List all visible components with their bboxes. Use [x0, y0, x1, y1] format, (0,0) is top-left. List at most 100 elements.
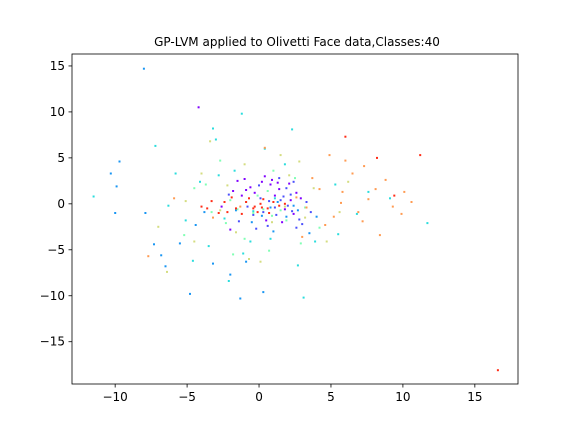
scatter-point — [339, 211, 341, 213]
scatter-point — [211, 211, 213, 213]
scatter-point — [379, 234, 381, 236]
scatter-point — [245, 261, 247, 263]
scatter-point — [257, 211, 259, 213]
y-tick-label: 15 — [50, 59, 65, 73]
scatter-point — [185, 200, 187, 202]
scatter-point — [173, 197, 175, 199]
scatter-point — [232, 253, 234, 255]
scatter-point — [219, 160, 221, 162]
scatter-point — [248, 197, 250, 199]
scatter-point — [93, 196, 95, 198]
scatter-point — [264, 147, 266, 149]
scatter-point — [392, 206, 394, 208]
scatter-point — [329, 154, 331, 156]
scatter-point — [274, 197, 276, 199]
scatter-point — [411, 201, 413, 203]
scatter-point — [357, 211, 359, 213]
scatter-point — [283, 196, 285, 198]
scatter-point — [249, 186, 251, 188]
scatter-point — [248, 258, 250, 260]
scatter-point — [235, 207, 237, 209]
scatter-point — [241, 195, 243, 197]
scatter-point — [116, 185, 118, 187]
scatter-point — [280, 209, 282, 211]
scatter-point — [226, 184, 228, 186]
scatter-point — [193, 241, 195, 243]
y-tick-label: 0 — [57, 197, 65, 211]
scatter-point — [244, 238, 246, 240]
scatter-point — [215, 139, 217, 141]
scatter-point — [119, 161, 121, 163]
scatter-point — [268, 250, 270, 252]
scatter-point — [291, 128, 293, 130]
scatter-point — [262, 291, 264, 293]
scatter-point — [218, 212, 220, 214]
scatter-point — [272, 170, 274, 172]
scatter-point — [211, 200, 213, 202]
scatter-point — [271, 221, 273, 223]
scatter-point — [239, 206, 241, 208]
scatter-point — [167, 205, 169, 207]
scatter-point — [258, 184, 260, 186]
scatter-point — [280, 154, 282, 156]
scatter-point — [235, 231, 237, 233]
scatter-point — [166, 271, 168, 273]
scatter-point — [244, 178, 246, 180]
scatter-point — [110, 173, 112, 175]
scatter-point — [143, 68, 145, 70]
scatter-point — [306, 201, 308, 203]
scatter-point — [324, 224, 326, 226]
x-tick-label: 15 — [467, 390, 482, 404]
scatter-point — [261, 207, 263, 209]
scatter-point — [278, 188, 280, 190]
scatter-point — [183, 234, 185, 236]
scatter-point — [393, 195, 395, 197]
scatter-point — [272, 230, 274, 232]
scatter-point — [297, 209, 299, 211]
scatter-point — [195, 224, 197, 226]
scatter-point — [252, 207, 254, 209]
scatter-point — [285, 187, 287, 189]
scatter-point — [288, 183, 290, 185]
scatter-point — [238, 220, 240, 222]
scatter-point — [426, 222, 428, 224]
scatter-point — [288, 174, 290, 176]
scatter-point — [362, 220, 364, 222]
scatter-point — [192, 260, 194, 262]
scatter-point — [295, 196, 297, 198]
scatter-point — [199, 181, 201, 183]
x-tick-label: 10 — [395, 390, 410, 404]
scatter-point — [212, 263, 214, 265]
scatter-point — [319, 227, 321, 229]
scatter-point — [229, 199, 231, 201]
y-tick-label: 10 — [50, 105, 65, 119]
scatter-point — [347, 181, 349, 183]
scatter-point — [242, 253, 244, 255]
scatter-point — [291, 210, 293, 212]
x-tick-label: 0 — [255, 390, 263, 404]
scatter-point — [295, 192, 297, 194]
scatter-point — [363, 165, 365, 167]
scatter-point — [271, 179, 273, 181]
scatter-point — [301, 223, 303, 225]
scatter-point — [285, 219, 287, 221]
scatter-point — [367, 198, 369, 200]
x-tick-label: −10 — [102, 390, 127, 404]
scatter-point — [401, 213, 403, 215]
scatter-point — [244, 163, 246, 165]
scatter-point — [209, 140, 211, 142]
scatter-point — [281, 221, 283, 223]
scatter-point — [245, 189, 247, 191]
scatter-point — [198, 106, 200, 108]
scatter-point — [218, 174, 220, 176]
scatter-point — [319, 188, 321, 190]
scatter-point — [298, 219, 300, 221]
scatter-point — [234, 170, 236, 172]
scatter-point — [241, 113, 243, 115]
scatter-point — [403, 191, 405, 193]
scatter-point — [300, 242, 302, 244]
scatter-point — [239, 298, 241, 300]
scatter-point — [260, 197, 262, 199]
scatter-point — [260, 203, 262, 205]
